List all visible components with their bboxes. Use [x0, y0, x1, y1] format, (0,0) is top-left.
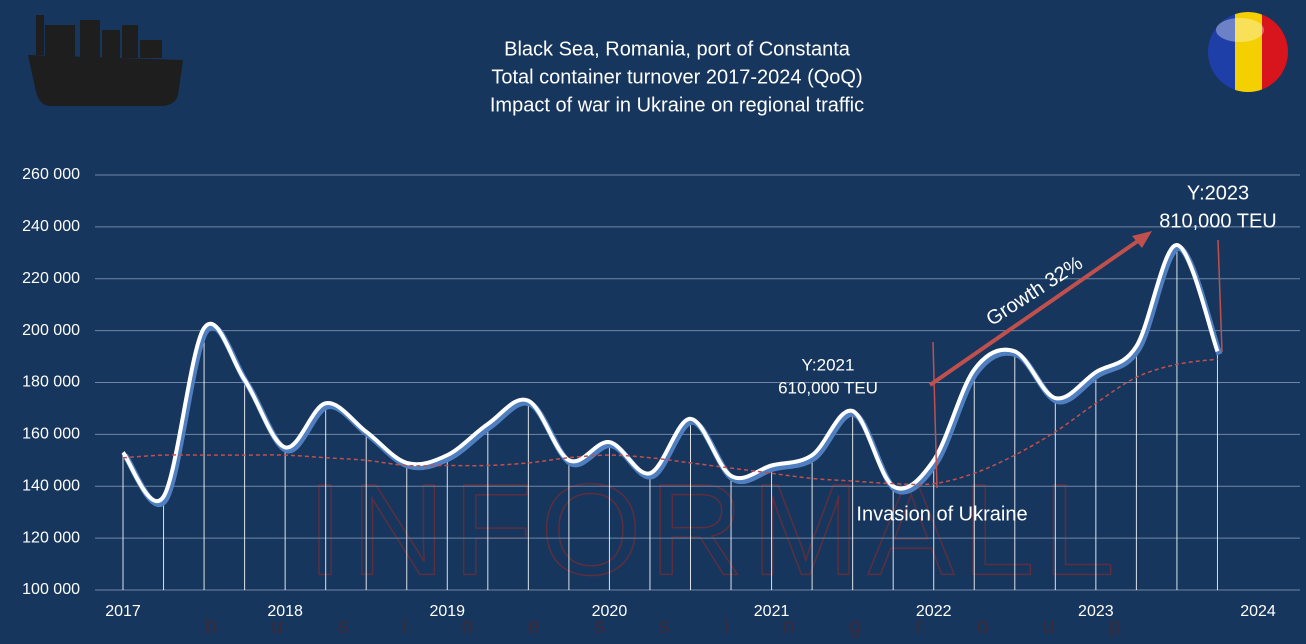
annotation: Invasion of Ukraine [856, 503, 1027, 525]
y-tick-label: 180 000 [22, 374, 80, 391]
annotation: Y:2021 [802, 355, 855, 374]
y-tick-label: 260 000 [22, 166, 80, 183]
y-tick-label: 220 000 [22, 270, 80, 287]
y-tick-label: 140 000 [22, 477, 80, 494]
chart-subtitle: Impact of war in Ukraine on regional tra… [490, 94, 864, 116]
x-tick-label: 2022 [916, 603, 952, 620]
y-tick-label: 100 000 [22, 581, 80, 598]
line [121, 243, 1220, 503]
x-tick-label: 2023 [1078, 603, 1114, 620]
y-tick-label: 200 000 [22, 322, 80, 339]
flag-icon [1208, 12, 1288, 92]
marker-line [932, 341, 938, 489]
annotation: 610,000 TEU [778, 378, 878, 397]
x-tick-label: 2017 [105, 603, 141, 620]
watermark: INFORMALL [307, 456, 1123, 602]
marker-line [1217, 239, 1223, 353]
y-tick-label: 160 000 [22, 426, 80, 443]
annotation: 810,000 TEU [1159, 210, 1277, 232]
chart-subtitle: Total container turnover 2017-2024 (QoQ) [491, 66, 862, 88]
x-tick-label: 2018 [267, 603, 303, 620]
x-tick-label: 2024 [1240, 603, 1276, 620]
chart-title: Black Sea, Romania, port of Constanta [504, 38, 851, 60]
annotation: Growth 32% [982, 252, 1086, 331]
x-tick-label: 2020 [592, 603, 628, 620]
annotation: Y:2023 [1187, 182, 1249, 204]
y-tick-label: 240 000 [22, 218, 80, 235]
y-tick-label: 120 000 [22, 529, 80, 546]
x-tick-label: 2021 [754, 603, 790, 620]
trend-line [122, 358, 1218, 486]
growth-arrow [928, 234, 1147, 387]
watermark: businessingroup [205, 613, 1175, 638]
ship-icon [28, 15, 183, 106]
arrow-head [1132, 231, 1152, 248]
x-tick-label: 2019 [429, 603, 465, 620]
